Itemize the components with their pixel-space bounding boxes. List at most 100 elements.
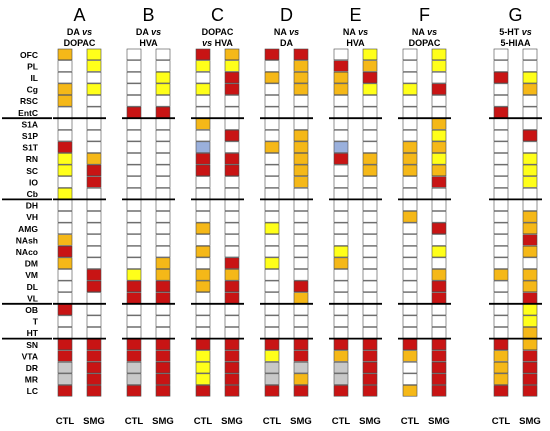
cell-c-ctl-pl <box>195 60 211 72</box>
cell-a-smg-cg <box>86 83 102 95</box>
cell-a-ctl-vh <box>57 211 73 223</box>
cell-e-ctl-vta <box>333 350 349 362</box>
cell-d-ctl-naco <box>264 245 280 258</box>
cell-c-smg-naco <box>224 245 240 258</box>
cell-g-ctl-naco <box>493 245 509 258</box>
cell-g-ctl-cg <box>493 83 509 95</box>
cell-c-smg-dr <box>224 361 240 374</box>
cell-f-smg-dl <box>431 280 447 293</box>
cell-d-smg-s1t <box>293 141 309 153</box>
cell-b-smg-mr <box>155 373 171 385</box>
cell-b-smg-vh <box>155 211 171 223</box>
cell-e-smg-s1t <box>362 141 378 153</box>
cell-f-ctl-amg <box>402 222 418 235</box>
cell-a-ctl-vl <box>57 292 73 304</box>
cell-b-smg-rn <box>155 153 171 165</box>
cell-b-smg-dm <box>155 257 171 269</box>
cell-b-ctl-il <box>126 71 142 84</box>
cell-a-ctl-dr <box>57 361 73 374</box>
cell-d-smg-entc <box>293 106 309 119</box>
cell-c-smg-il <box>224 71 240 84</box>
comparison-line-1: DOPAC <box>202 27 234 37</box>
cell-e-smg-lc <box>362 385 378 397</box>
cell-d-ctl-entc <box>264 106 280 119</box>
cell-a-smg-naco <box>86 245 102 258</box>
cell-g-smg-s1p <box>522 129 538 142</box>
cell-b-smg-s1a <box>155 118 171 130</box>
cell-f-ctl-nash <box>402 234 418 246</box>
cell-d-ctl-s1a <box>264 118 280 130</box>
cell-g-ctl-t <box>493 315 509 327</box>
cell-f-ctl-rsc <box>402 95 418 107</box>
cell-d-smg-dr <box>293 361 309 374</box>
cell-d-ctl-ht <box>264 327 280 339</box>
cell-c-smg-vh <box>224 211 240 223</box>
cell-e-smg-vh <box>362 211 378 223</box>
cell-e-ctl-il <box>333 71 349 84</box>
cell-b-ctl-vh <box>126 211 142 223</box>
cell-b-ctl-sn <box>126 338 142 351</box>
cell-d-ctl-vl <box>264 292 280 304</box>
cell-a-smg-ofc <box>86 48 102 61</box>
panel-letter: D <box>280 5 293 25</box>
cell-b-smg-dl <box>155 280 171 293</box>
region-label-cg: Cg <box>27 85 38 95</box>
cell-a-smg-t <box>86 315 102 327</box>
panel-letter: B <box>142 5 154 25</box>
cell-a-smg-sc <box>86 164 102 177</box>
cell-e-smg-mr <box>362 373 378 385</box>
cell-g-smg-dl <box>522 280 538 293</box>
cell-c-ctl-s1p <box>195 129 211 142</box>
region-label-vm: VM <box>25 270 38 280</box>
comparison-line-1: NA vs <box>412 27 437 37</box>
cell-d-ctl-mr <box>264 373 280 385</box>
cell-f-ctl-s1t <box>402 141 418 153</box>
cell-d-ctl-dr <box>264 361 280 374</box>
cell-f-smg-mr <box>431 373 447 385</box>
cell-c-ctl-dm <box>195 257 211 269</box>
comparison-line-2: vs HVA <box>202 38 233 48</box>
cell-g-smg-cg <box>522 83 538 95</box>
cell-d-smg-s1p <box>293 129 309 142</box>
cell-g-ctl-dr <box>493 361 509 374</box>
cell-b-smg-cb <box>155 187 171 200</box>
group-label-smg: SMG <box>290 416 312 427</box>
cell-e-ctl-dr <box>333 361 349 374</box>
cell-e-smg-s1a <box>362 118 378 130</box>
cell-b-ctl-vta <box>126 350 142 362</box>
cell-d-ctl-vh <box>264 211 280 223</box>
comparison-line-2: DOPAC <box>64 38 96 48</box>
cell-a-ctl-s1t <box>57 141 73 153</box>
cell-b-ctl-sc <box>126 164 142 177</box>
group-label-smg: SMG <box>152 416 174 427</box>
region-label-ob: OB <box>25 305 38 315</box>
cell-a-smg-sn <box>86 338 102 351</box>
cell-e-ctl-lc <box>333 385 349 397</box>
cell-e-smg-pl <box>362 60 378 72</box>
cell-d-ctl-dh <box>264 199 280 211</box>
cell-e-smg-cg <box>362 83 378 95</box>
panel-letter: G <box>508 5 522 25</box>
region-label-vl: VL <box>27 293 38 303</box>
cell-f-ctl-vh <box>402 211 418 223</box>
cell-g-smg-nash <box>522 234 538 246</box>
cell-c-smg-cb <box>224 187 240 200</box>
cell-b-smg-entc <box>155 106 171 119</box>
region-label-vta: VTA <box>22 351 38 361</box>
panel-letter: E <box>349 5 361 25</box>
cell-b-ctl-cb <box>126 187 142 200</box>
cell-c-ctl-io <box>195 176 211 188</box>
region-label-dm: DM <box>25 259 38 269</box>
cell-g-smg-vh <box>522 211 538 223</box>
cell-c-ctl-cb <box>195 187 211 200</box>
region-label-io: IO <box>29 177 38 187</box>
cell-d-smg-ob <box>293 303 309 316</box>
region-label-dl: DL <box>27 282 38 292</box>
cell-e-ctl-s1t <box>333 141 349 153</box>
group-label-ctl: CTL <box>56 416 75 427</box>
cell-e-ctl-vh <box>333 211 349 223</box>
cell-f-ctl-ob <box>402 303 418 316</box>
